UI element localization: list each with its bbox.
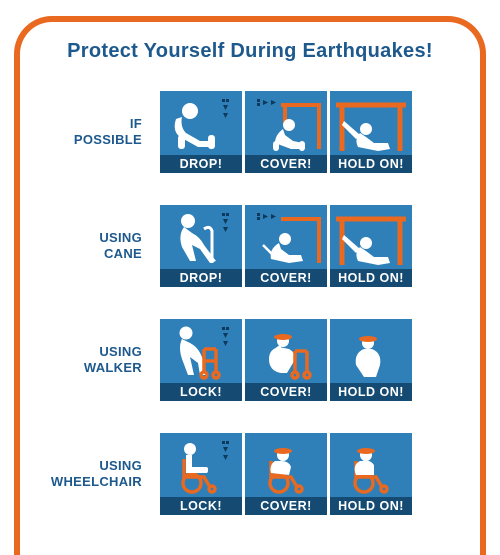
instruction-tile: LOCK! — [160, 433, 242, 515]
instruction-tile: HOLD ON! — [330, 205, 412, 287]
instruction-tile: COVER! — [245, 433, 327, 515]
tile-caption: HOLD ON! — [330, 269, 412, 287]
lock_walker-icon — [160, 319, 242, 383]
tile-caption: COVER! — [245, 155, 327, 173]
tile-caption: COVER! — [245, 269, 327, 287]
instruction-tile: HOLD ON! — [330, 319, 412, 401]
instruction-tile: COVER! — [245, 91, 327, 173]
instruction-tile: DROP! — [160, 205, 242, 287]
tile-group: DROP!COVER!HOLD ON! — [160, 205, 412, 287]
scenario-row-possible: IFPOSSIBLEDROP!COVER!HOLD ON! — [20, 91, 480, 173]
tile-caption: DROP! — [160, 155, 242, 173]
tile-group: DROP!COVER!HOLD ON! — [160, 91, 412, 173]
tile-caption: HOLD ON! — [330, 383, 412, 401]
cover_cane-icon — [245, 205, 327, 269]
scenario-label: USINGWALKER — [48, 344, 160, 377]
hold_chair-icon — [330, 433, 412, 497]
instruction-tile: HOLD ON! — [330, 433, 412, 515]
tile-group: LOCK!COVER!HOLD ON! — [160, 433, 412, 515]
tile-caption: HOLD ON! — [330, 155, 412, 173]
drop-icon — [160, 91, 242, 155]
tile-caption: HOLD ON! — [330, 497, 412, 515]
instruction-tile: COVER! — [245, 205, 327, 287]
scenario-label: USINGCANE — [48, 230, 160, 263]
scenario-row-cane: USINGCANEDROP!COVER!HOLD ON! — [20, 205, 480, 287]
hold_walker-icon — [330, 319, 412, 383]
cover-icon — [245, 91, 327, 155]
scenario-label: USINGWHEELCHAIR — [48, 458, 160, 491]
page-title: Protect Yourself During Earthquakes! — [20, 40, 480, 63]
scenario-label: IFPOSSIBLE — [48, 116, 160, 149]
tile-caption: COVER! — [245, 497, 327, 515]
drop_cane-icon — [160, 205, 242, 269]
instruction-tile: LOCK! — [160, 319, 242, 401]
scenario-rows: IFPOSSIBLEDROP!COVER!HOLD ON!USINGCANEDR… — [20, 91, 480, 515]
tile-caption: DROP! — [160, 269, 242, 287]
holdon-icon — [330, 91, 412, 155]
scenario-row-wheelchair: USINGWHEELCHAIRLOCK!COVER!HOLD ON! — [20, 433, 480, 515]
poster-frame: Protect Yourself During Earthquakes! IFP… — [14, 16, 486, 555]
instruction-tile: COVER! — [245, 319, 327, 401]
tile-caption: LOCK! — [160, 383, 242, 401]
lock_chair-icon — [160, 433, 242, 497]
tile-group: LOCK!COVER!HOLD ON! — [160, 319, 412, 401]
cover_chair-icon — [245, 433, 327, 497]
instruction-tile: HOLD ON! — [330, 91, 412, 173]
tile-caption: COVER! — [245, 383, 327, 401]
instruction-tile: DROP! — [160, 91, 242, 173]
tile-caption: LOCK! — [160, 497, 242, 515]
holdon-icon — [330, 205, 412, 269]
scenario-row-walker: USINGWALKERLOCK!COVER!HOLD ON! — [20, 319, 480, 401]
cover_walker-icon — [245, 319, 327, 383]
